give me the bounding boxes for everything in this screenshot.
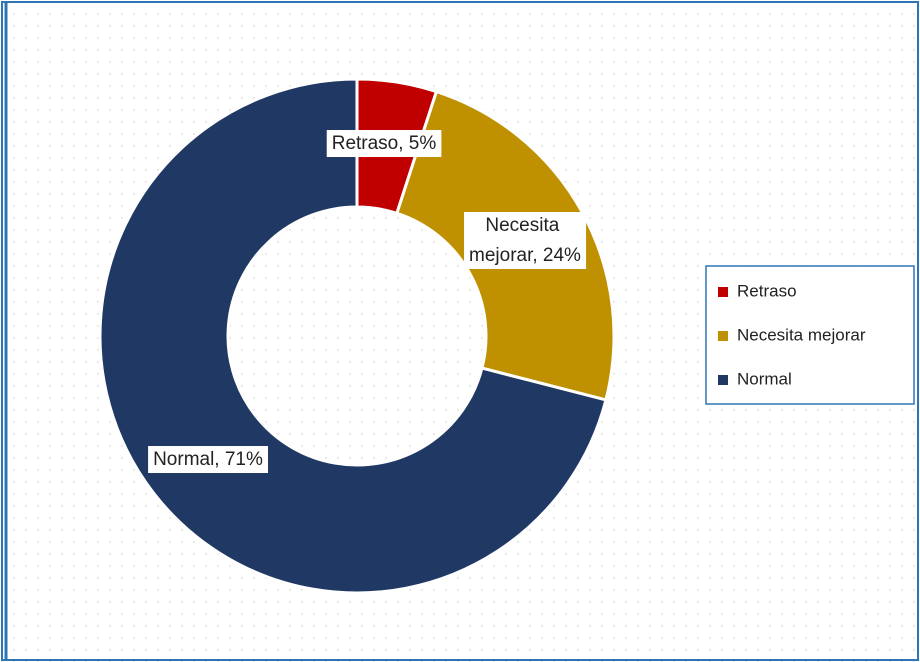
legend-swatch <box>718 375 728 385</box>
legend-label: Retraso <box>737 281 797 300</box>
legend-swatch <box>718 287 728 297</box>
data-label: Necesita mejorar, 24% <box>469 215 581 266</box>
legend-label: Necesita mejorar <box>737 325 866 344</box>
legend-label: Normal <box>737 369 792 388</box>
legend-swatch <box>718 331 728 341</box>
data-label: Normal, 71% <box>153 449 263 470</box>
data-label-bg <box>464 212 587 270</box>
data-label-bg <box>148 446 269 474</box>
data-label: Retraso, 5% <box>332 133 437 154</box>
data-label-bg <box>326 130 442 158</box>
legend-box <box>705 265 915 405</box>
